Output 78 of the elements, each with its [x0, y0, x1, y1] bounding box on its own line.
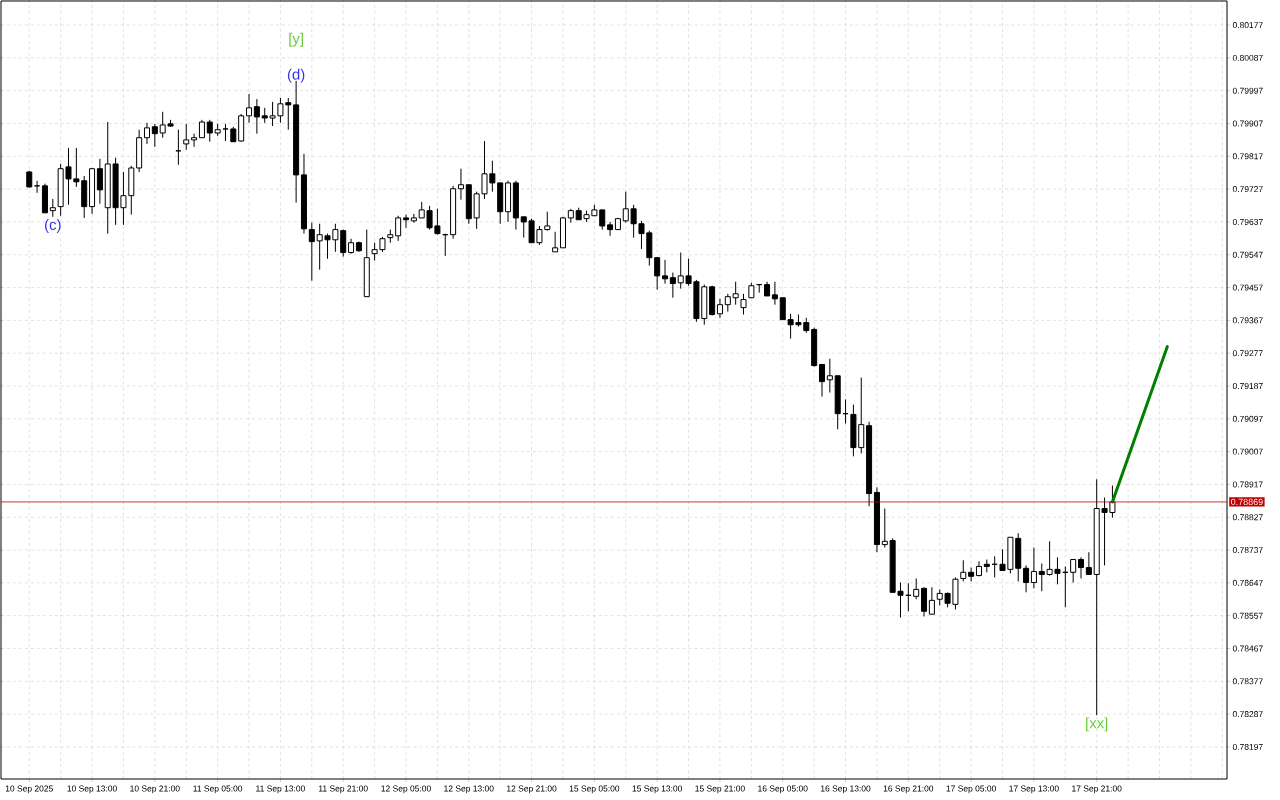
- candlestick: [96, 158, 103, 205]
- y-tick-label: 0.78377: [1232, 678, 1263, 685]
- x-tick-label: 17 Sep 05:00: [946, 785, 996, 794]
- candlestick: [1078, 556, 1085, 579]
- x-tick-label: 15 Sep 21:00: [695, 785, 745, 794]
- candlestick: [607, 221, 614, 237]
- ref-line-label: 0.78869: [1231, 498, 1263, 506]
- candlestick: [826, 358, 833, 394]
- candlestick: [552, 231, 559, 253]
- y-tick-label: 0.79637: [1232, 218, 1263, 225]
- x-tick-label: 15 Sep 05:00: [569, 785, 620, 794]
- candlestick: [960, 559, 967, 582]
- y-tick-label: 0.78827: [1232, 514, 1263, 521]
- annotation: (c): [45, 219, 61, 233]
- y-tick-label: 0.79367: [1232, 317, 1263, 324]
- x-tick-label: 17 Sep 21:00: [1072, 785, 1122, 794]
- candlestick: [1030, 546, 1037, 589]
- candlestick: [1070, 559, 1077, 583]
- candlestick: [740, 293, 747, 316]
- annotation: [xx]: [1086, 717, 1108, 732]
- y-tick-label: 0.79727: [1232, 186, 1263, 193]
- candlestick: [913, 577, 920, 600]
- y-tick-label: 0.79907: [1232, 120, 1263, 127]
- x-tick-label: 16 Sep 13:00: [820, 785, 871, 794]
- y-tick-label: 0.78647: [1232, 579, 1263, 586]
- candlestick: [716, 298, 723, 319]
- candlestick: [1085, 551, 1092, 575]
- candlestick: [968, 567, 975, 582]
- y-tick-label: 0.79097: [1232, 415, 1263, 422]
- x-tick-label: 11 Sep 05:00: [193, 785, 243, 794]
- x-tick-label: 15 Sep 13:00: [632, 785, 683, 794]
- y-tick-label: 0.78197: [1232, 743, 1263, 750]
- candlestick: [1023, 564, 1030, 593]
- y-tick-label: 0.80177: [1232, 22, 1263, 29]
- y-tick-label: 0.79997: [1232, 87, 1263, 94]
- x-tick-label: 16 Sep 21:00: [883, 785, 934, 794]
- candlestick: [928, 586, 935, 615]
- candlestick: [395, 215, 402, 242]
- candlestick: [818, 363, 826, 398]
- y-tick-label: 0.79187: [1232, 382, 1263, 389]
- x-tick-label: 10 Sep 2025: [5, 785, 53, 794]
- annotation: [y]: [289, 32, 303, 47]
- candlestick: [183, 123, 190, 151]
- candlestick: [921, 586, 928, 617]
- y-tick-label: 0.79817: [1232, 153, 1263, 160]
- annotation: (d): [287, 68, 305, 83]
- x-tick-label: 16 Sep 05:00: [758, 785, 808, 794]
- candlestick: [669, 272, 676, 299]
- x-tick-label: 11 Sep 21:00: [318, 785, 368, 794]
- y-tick-label: 0.78467: [1232, 645, 1263, 652]
- candlestick: [253, 98, 260, 135]
- candlestick: [308, 222, 315, 282]
- candlestick: [246, 93, 253, 124]
- candlestick: [143, 122, 150, 145]
- x-tick-label: 17 Sep 13:00: [1009, 785, 1059, 794]
- candlestick: [402, 214, 410, 229]
- x-tick-label: 11 Sep 13:00: [256, 785, 305, 794]
- y-tick-label: 0.78287: [1232, 711, 1263, 718]
- candlestick: [654, 257, 661, 291]
- candlestick: [191, 133, 198, 148]
- x-tick-label: 12 Sep 21:00: [507, 785, 557, 794]
- candlestick: [457, 168, 464, 201]
- x-tick-label: 12 Sep 13:00: [444, 785, 494, 794]
- candlestick: [662, 259, 669, 285]
- candlestick: [151, 123, 158, 148]
- y-tick-label: 0.78737: [1232, 547, 1263, 554]
- y-tick-label: 0.78557: [1232, 612, 1263, 619]
- y-tick-label: 0.79547: [1232, 251, 1263, 258]
- y-tick-label: 0.79007: [1232, 448, 1263, 455]
- x-tick-label: 10 Sep 21:00: [130, 785, 180, 794]
- x-tick-label: 10 Sep 13:00: [67, 785, 117, 794]
- x-tick-label: 12 Sep 05:00: [381, 785, 431, 794]
- y-tick-label: 0.78917: [1232, 481, 1263, 488]
- y-tick-label: 0.79457: [1232, 284, 1263, 291]
- y-tick-label: 0.80087: [1232, 54, 1263, 61]
- y-tick-label: 0.79277: [1232, 350, 1263, 357]
- candlestick: [771, 281, 778, 306]
- candlestick: [410, 213, 417, 224]
